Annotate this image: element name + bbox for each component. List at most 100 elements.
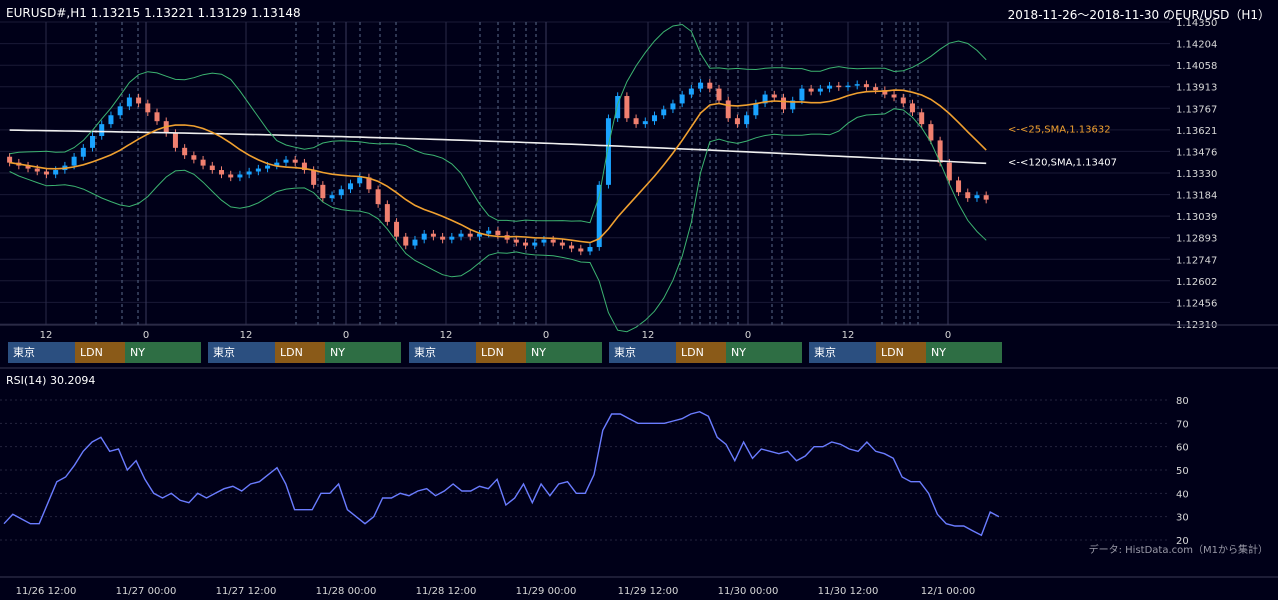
candle-body [237, 174, 243, 178]
candle-body [34, 168, 40, 172]
candle-body [799, 88, 805, 101]
candle-body [246, 171, 252, 175]
candle-body [338, 189, 344, 196]
price-axis: 1.14350 1.14204 1.14058 1.13913 1.13767 1.136… [0, 18, 1278, 331]
candle-body [652, 115, 658, 122]
candle-body [578, 248, 584, 252]
candle-body [670, 103, 676, 110]
candle-body [974, 195, 980, 199]
candle-body [357, 177, 363, 184]
candle-body [569, 245, 575, 249]
candle-body [191, 155, 197, 160]
date-range-title: 2018-11-26～2018-11-30 のEUR/USD（H1） [1007, 8, 1270, 22]
candle-body [836, 85, 842, 88]
candle-body [329, 195, 335, 199]
candle-body [71, 156, 77, 166]
candle-body [292, 159, 298, 163]
candle-body [228, 174, 234, 178]
candle-body [873, 87, 879, 91]
candle-body [366, 177, 372, 190]
price-tick-label: 1.12893 [1176, 234, 1217, 245]
candle-body [642, 121, 648, 125]
sma120-label: <-<120,SMA,1.13407 [1008, 158, 1117, 169]
price-tick-label: 1.13476 [1176, 147, 1217, 158]
price-tick-label: 1.13767 [1176, 104, 1217, 115]
candle-body [403, 236, 409, 246]
date-tick-label: 11/26 12:00 [16, 586, 77, 597]
candle-body [108, 115, 114, 125]
candle-body [919, 112, 925, 125]
candle-body [679, 94, 685, 104]
session-tokyo: 東京 [409, 342, 476, 363]
hour-tick-label: 0 [543, 330, 549, 341]
session-tokyo: 東京 [8, 342, 75, 363]
session-london: LDN [676, 342, 726, 363]
candle-body [43, 171, 49, 175]
candle-body [320, 184, 326, 199]
date-axis: 11/26 12:00 11/27 00:00 11/27 12:00 11/28 0… [16, 586, 976, 597]
candle-body [725, 100, 731, 119]
candle-body [117, 106, 123, 116]
candle-body [532, 242, 538, 246]
candle-body [80, 147, 86, 157]
candle-body [375, 189, 381, 205]
session-london: LDN [876, 342, 926, 363]
time-axis: 12 0 12 0 12 0 12 0 12 0 [0, 330, 1278, 369]
rsi-tick-label: 70 [1176, 419, 1189, 430]
rsi-tick-label: 30 [1176, 513, 1189, 524]
candle-body [440, 236, 446, 240]
hour-tick-label: 0 [945, 330, 951, 341]
candle-body [827, 85, 833, 89]
candle-body [90, 135, 96, 148]
candle-body [946, 162, 952, 181]
data-credit: データ: HistData.com（M1から集計） [1088, 545, 1268, 556]
session-newyork: NY [726, 342, 802, 363]
candle-body [698, 82, 704, 89]
candle-body [25, 165, 31, 169]
candle-body [790, 100, 796, 110]
bollinger-lower [9, 108, 987, 333]
session-newyork: NY [325, 342, 401, 363]
session-newyork: NY [926, 342, 1002, 363]
price-tick-label: 1.14058 [1176, 61, 1217, 72]
candle-body [633, 118, 639, 125]
candle-body [136, 97, 142, 104]
candle-body [734, 118, 740, 125]
candle-body [311, 170, 317, 185]
candle-body [274, 162, 280, 166]
price-tick-label: 1.13621 [1176, 126, 1217, 137]
session-newyork: NY [526, 342, 602, 363]
candle-body [283, 159, 289, 163]
candle-body [154, 112, 160, 122]
candle-body [523, 242, 529, 246]
candle-body [707, 82, 713, 89]
session-tokyo: 東京 [609, 342, 676, 363]
candle-body [863, 84, 869, 88]
candle-body [209, 165, 215, 171]
rsi-tick-label: 50 [1176, 466, 1189, 477]
price-tick-label: 1.12602 [1176, 277, 1217, 288]
candle-body [458, 233, 464, 237]
candle-body [808, 88, 814, 92]
candle-body [817, 88, 823, 92]
candle-body [965, 192, 971, 199]
candle-body [145, 103, 151, 113]
date-tick-label: 11/29 00:00 [516, 586, 577, 597]
hour-tick-label: 0 [343, 330, 349, 341]
candle-body [900, 97, 906, 104]
candle-body [541, 239, 547, 243]
date-tick-label: 11/28 12:00 [416, 586, 477, 597]
session-newyork: NY [125, 342, 201, 363]
candle-body [605, 118, 611, 185]
candle-body [486, 230, 492, 234]
candle-body [476, 233, 482, 237]
candle-body [845, 85, 851, 88]
indicator-overlays: <-<25,SMA,1.13632 <-<120,SMA,1.13407 [9, 23, 1117, 333]
candle-body [615, 96, 621, 119]
candle-body [99, 124, 105, 136]
candle-body [430, 233, 436, 237]
candle-body [937, 140, 943, 163]
price-tick-label: 1.13184 [1176, 191, 1217, 202]
rsi-line [3, 410, 1000, 537]
